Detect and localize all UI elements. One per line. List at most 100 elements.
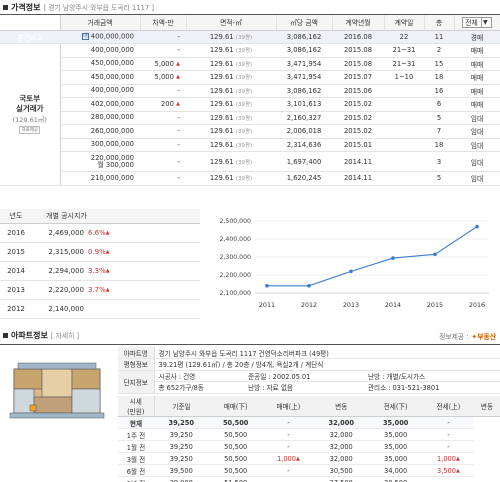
day-cell <box>384 111 424 125</box>
triangle-up-icon: ▲ <box>105 248 110 255</box>
per-m2-cell: 3,086,162 <box>276 30 332 44</box>
type-cell: 매매 <box>454 97 500 112</box>
gongsi-value: 2,469,000 <box>32 223 88 243</box>
market-sale-chg: - <box>262 476 314 482</box>
gongsi-value: 2,220,000 <box>32 280 88 300</box>
floor-cell: 18 <box>424 70 454 85</box>
market-col-date: 기준일 <box>154 396 209 417</box>
type-cell: 임대 <box>454 151 500 172</box>
market-sale-low: 39,000 <box>154 476 209 482</box>
data-point <box>475 224 479 229</box>
x-tick-label: 2015 <box>427 301 443 309</box>
price-row: 210,000,000-129.61 (39평) 1,620,245 2014.11… <box>0 171 500 186</box>
price-section-header: 가격정보 [ 경기 남양주시 와부읍 도곡리 1117 ] <box>0 0 154 14</box>
price-row: 300,000,000-129.61 (39평) 2,314,636 2015.01… <box>0 138 500 152</box>
market-jeonse-low: 32,000 <box>313 416 369 429</box>
y-tick-label: 2,100,000 <box>220 290 252 297</box>
gongsi-table: 년도 개별 공시지가 2016 2,469,000 6.6%▲ 2015 2,315,0… <box>0 209 200 319</box>
market-sale-chg: - <box>262 464 314 477</box>
market-sale-chg: - <box>262 416 314 429</box>
floor-cell: 16 <box>424 84 454 98</box>
market-sale-high: 51,500 <box>208 476 263 482</box>
market-sale-chg: - <box>262 440 314 453</box>
triangle-up-icon: ▲ <box>295 455 300 462</box>
floor-cell: 7 <box>424 124 454 139</box>
chevron-down-icon[interactable]: ▼ <box>480 17 489 27</box>
apt-name-value: 경기 남양주시 와부읍 도곡리 1117 건영덕소리버파크 (49평) <box>154 347 500 359</box>
type-cell: 임대 <box>454 124 500 139</box>
gongsi-year: 2012 <box>0 299 32 319</box>
market-jeonse-low: 30,500 <box>313 464 369 477</box>
market-sale-chg: - <box>262 428 314 441</box>
data-point <box>349 269 353 274</box>
y-tick-label: 2,400,000 <box>220 236 252 243</box>
col-area: 면적-㎡ <box>186 15 277 31</box>
market-price-table: 시세 (만원) 기준일 매매(下) 매매(上) 변동 전세(下) 전세(上) 변… <box>118 396 500 482</box>
type-cell: 매매 <box>454 84 500 98</box>
market-col-sale-low: 매매(下) <box>208 396 263 417</box>
households-value: 총 652가구/8동 <box>154 381 245 394</box>
market-jeonse-low: 27,500 <box>313 476 369 482</box>
market-col-sale-chg: 변동 <box>313 396 369 417</box>
gongsi-row: 2012 2,140,000 <box>0 299 200 319</box>
market-col-sale-high: 매매(上) <box>262 396 314 417</box>
floor-cell: 2 <box>424 43 454 58</box>
col-ym: 계약년월 <box>332 15 385 31</box>
price-table-header: 거래금액 차액-만 면적-㎡ ㎡당 금액 계약년월 계약일 층 전체 ▼ <box>0 15 500 31</box>
market-date: 1주 전 <box>118 428 154 441</box>
col-per-m2: ㎡당 금액 <box>276 15 333 31</box>
price-section-address: [ 경기 남양주시 와부읍 도곡리 1117 ] <box>43 4 155 12</box>
price-row: 450,000,000 5,000 ▲ 129.61 (39평) 3,471,954 2… <box>0 57 500 71</box>
area-cell: 129.61 (39평) <box>186 30 276 44</box>
area-cell: 129.61 (39평) <box>186 57 276 71</box>
price-cell: 210,000,000 <box>60 171 140 186</box>
per-m2-cell: 2,160,327 <box>276 111 332 125</box>
day-cell <box>384 97 424 112</box>
data-point <box>307 284 311 288</box>
diff-cell: 200 ▲ <box>140 97 186 112</box>
floor-cell: 6 <box>424 97 454 112</box>
gongsi-value: 2,294,000 <box>32 261 88 281</box>
price-row: 220,000,000 월 300,000-129.61 (39평) 1,697,… <box>0 151 500 172</box>
ym-cell: 2015.06 <box>332 84 384 98</box>
ym-cell: 2015.02 <box>332 124 384 139</box>
apt-info-row: 총 652가구/8동 난방 : 자료 없음 관리소 : 031-521-3801 <box>118 381 500 394</box>
price-cell: 450,000,000 <box>60 70 140 85</box>
ym-cell: 2014.11 <box>332 151 384 172</box>
provider-logo: ✦부동산 <box>471 333 496 341</box>
market-jeonse-chg: - <box>422 416 474 429</box>
triangle-up-icon: ▲ <box>455 455 460 462</box>
y-tick-label: 2,300,000 <box>220 254 252 261</box>
market-row: 현재 39,250 50,500-32,000 35,000- <box>118 416 500 429</box>
ym-cell: 2015.08 <box>332 43 384 58</box>
area-cell: 129.61 (39평) <box>186 138 276 152</box>
market-jeonse-chg: - <box>422 476 474 482</box>
diff-cell: - <box>140 151 186 172</box>
type-filter-select[interactable]: 전체 ▼ <box>462 16 492 28</box>
col-day: 계약일 <box>384 15 425 31</box>
molit-line2: 실거래가 <box>15 104 44 114</box>
corner-cell <box>0 15 61 31</box>
price-section-title: 가격정보 <box>11 2 41 12</box>
provider-info: 정보제공 : ✦부동산 <box>439 331 496 341</box>
market-date: 1월 전 <box>118 440 154 453</box>
market-date: 3월 전 <box>118 452 154 465</box>
market-jeonse-high: 35,000 <box>368 440 423 453</box>
market-sale-low: 39,250 <box>154 428 209 441</box>
triangle-up-icon: ▲ <box>105 286 110 293</box>
type-cell: 임대 <box>454 138 500 152</box>
apt-info-row: 아파트명 경기 남양주시 와부읍 도곡리 1117 건영덕소리버파크 (49평) <box>118 347 500 359</box>
market-jeonse-chg: - <box>422 440 474 453</box>
area-cell: 129.61 (39평) <box>186 171 276 186</box>
gongsi-value: 2,140,000 <box>32 299 88 319</box>
molit-line1: 국토부 <box>19 94 41 104</box>
apt-detail-link[interactable]: [ 자세히 ] <box>50 332 80 340</box>
apt-size-value: 39.21평 (129.61㎡) / 총 20층 / 방4개, 욕실2개 / 계… <box>154 358 500 371</box>
market-sale-high: 50,500 <box>208 428 263 441</box>
market-col-jeonse-chg: 변동 <box>473 396 500 417</box>
market-col-jeonse-low: 전세(下) <box>368 396 423 417</box>
office-value: 관리소 : 031-521-3801 <box>363 381 500 394</box>
per-m2-cell: 1,697,400 <box>276 151 332 172</box>
gongsi-line-chart: 2,100,000 2,200,000 2,300,000 2,400,000 2,50… <box>220 218 489 309</box>
market-row: 6월 전 39,500 50,500-30,500 34,000 3,500▲ <box>118 464 500 477</box>
